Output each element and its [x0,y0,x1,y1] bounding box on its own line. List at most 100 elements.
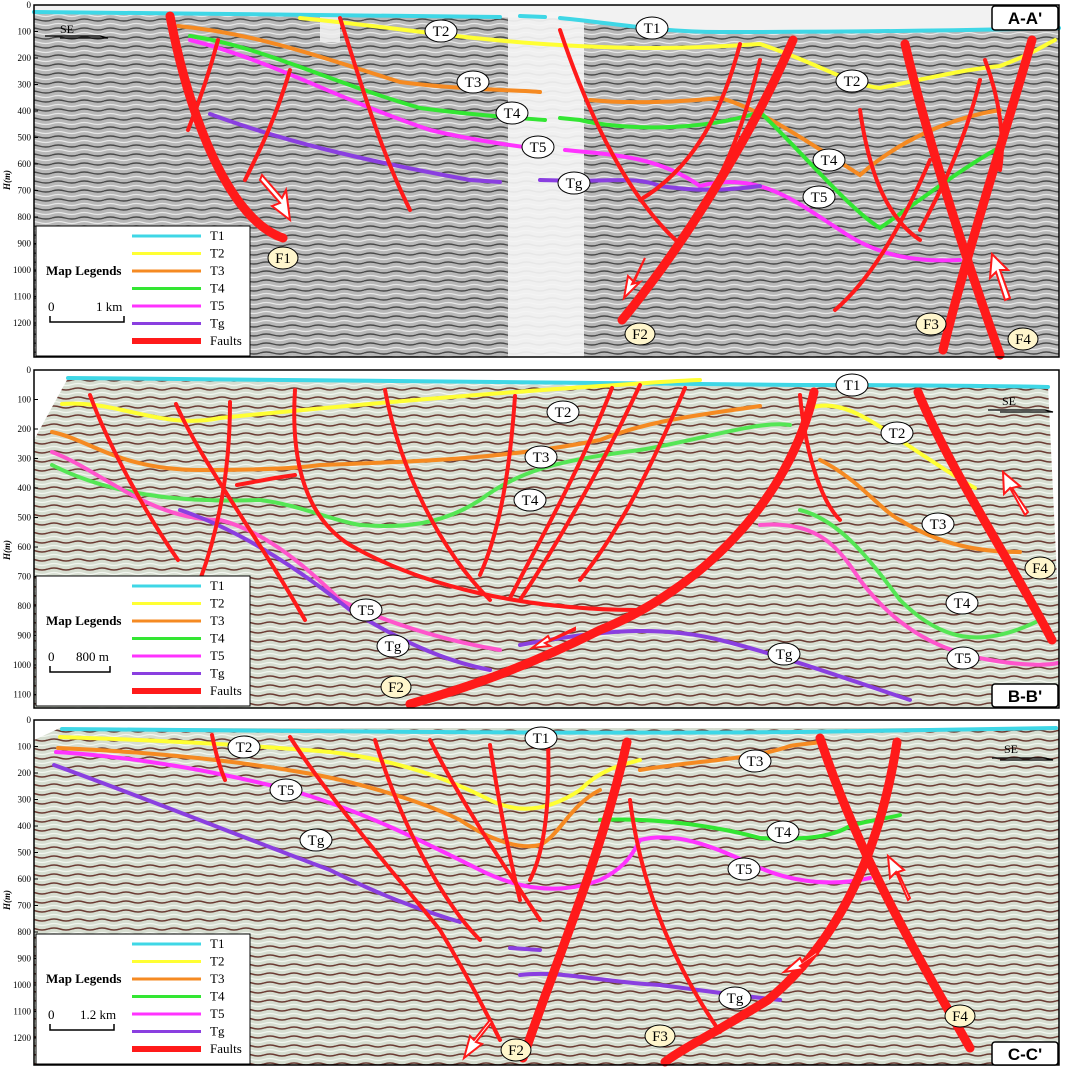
y-tick-label-c: 900 [18,954,32,964]
y-tick-label-c: 1100 [13,1007,31,1017]
label-t2-b: T2 [555,405,572,421]
horizon-labels-c: T1 T2 T3 T4 T5 Tg T5 Tg [227,726,800,1010]
fault-b-4 [292,388,642,612]
y-tick-label-b: 400 [18,483,32,493]
y-tick-label-b: 300 [18,454,32,464]
y-tick-label-a: 600 [18,159,32,169]
legend-title-b: Map Legends [46,613,121,628]
label-t1-a: T1 [644,21,661,37]
scale-bar-a [49,316,125,323]
label-t5b-a: T5 [811,190,828,206]
legend-label: T2 [210,954,224,969]
panel-c: 0 100 200 300 400 500 600 700 800 900 1000 1100 1200… [2,715,1060,1067]
horizon-t2-c [58,735,642,811]
legend-box-b [35,575,251,707]
top-mask-c [34,720,1059,740]
movement-arrow-f4-b [1001,469,1030,517]
y-tick-label-b: 800 [18,601,32,611]
legend-label: Tg [210,316,225,331]
y-tick-label-a: 200 [18,53,32,63]
y-tick-label-a: 800 [18,212,32,222]
label-t2b-a: T2 [844,74,861,90]
fault-a-minor7 [858,108,922,242]
panel-name-box-b [991,683,1059,708]
y-tick-label-b: 100 [18,395,32,405]
y-tick-label-c: 500 [18,848,32,858]
fault-a-minor9 [833,158,932,312]
y-tick-label-c: 1000 [13,980,32,990]
legend-rows-c: T1 T2 T3 T4 T5 Tg Faults [132,936,242,1056]
y-tick-label-b: 700 [18,572,32,582]
legend-box-a [35,225,251,357]
horizon-t1-c [60,726,1058,735]
y-tick-label-c: 400 [18,821,32,831]
y-tick-label-c: 200 [18,768,32,778]
scale-label-c: 1.2 km [80,1007,116,1022]
fault-a-minor10 [983,58,1004,172]
label-tgb-c: Tg [727,991,744,1007]
label-t2-c: T2 [236,740,253,756]
label-t3-c: T3 [747,754,764,770]
y-axis-label-b: H(m) [2,540,12,561]
fault-c-1 [210,733,227,782]
direction-indicator-c: SE [992,742,1054,761]
label-f4-c: F4 [952,1009,968,1025]
direction-indicator-b: SE [988,394,1054,413]
legend-label: T1 [210,228,224,243]
direction-arrow-b [988,409,1054,413]
label-f1-a: F1 [275,251,291,267]
label-f4-b: F4 [1032,561,1048,577]
label-t4-b: T4 [522,493,539,509]
y-axis-label-a: H(m) [2,170,12,191]
legend-label: Faults [210,683,242,698]
fault-f3-a [900,39,1005,360]
legend-label: T2 [210,246,224,261]
label-f3-a: F3 [923,317,939,333]
fault-f4-a [938,35,1037,355]
legend-label: T5 [210,298,224,313]
fault-f2-b [405,387,819,709]
direction-indicator-a: SE [45,22,109,39]
scale-zero-b: 0 [48,649,55,664]
top-mask-a [34,5,1059,32]
y-tick-label-a: 100 [18,27,32,37]
fault-c-3 [373,738,482,942]
fault-a-minor5 [638,42,742,202]
label-t2-a: T2 [433,24,450,40]
y-tick-label-c: 800 [18,927,32,937]
panel-b: 0 100 200 300 400 500 600 700 800 900 1000 1100 H(m… [2,365,1060,709]
label-f2-a: F2 [632,327,648,343]
label-f2-b: F2 [388,680,404,696]
fault-f2-c [518,737,632,1063]
seismic-section-b [34,378,1059,708]
label-t5-a: T5 [530,140,547,156]
y-tick-label-c: 0 [27,715,32,725]
horizon-t5-a [188,38,962,263]
direction-label-a: SE [60,22,74,36]
legend-title-a: Map Legends [46,263,121,278]
legend-label: Tg [210,666,225,681]
label-tg-a: Tg [566,176,583,192]
label-t1-c: T1 [533,731,550,747]
frame-b [33,369,1060,709]
movement-arrow-f4-c [886,853,912,902]
y-tick-label-b: 900 [18,631,32,641]
legend-title-c: Map Legends [46,971,121,986]
label-t3b-b: T3 [930,517,947,533]
fault-b-3 [198,400,232,582]
legend-label: T3 [210,613,224,628]
legend-label: Tg [210,1024,225,1039]
scale-label-a: 1 km [96,299,122,314]
fault-c-7 [628,798,722,1034]
legend-label: T1 [210,578,224,593]
fault-a-minor4 [558,28,682,246]
y-tick-label-a: 300 [18,80,32,90]
panel-name-box-c [991,1041,1059,1066]
legend-label: T4 [210,989,225,1004]
frame-c [33,719,1060,1066]
fault-labels-b: F2 F4 [380,556,1056,699]
legend-label: T2 [210,596,224,611]
label-f4-a: F4 [1015,332,1031,348]
y-tick-label-a: 1200 [13,318,32,328]
y-tick-label-c: 700 [18,901,32,911]
